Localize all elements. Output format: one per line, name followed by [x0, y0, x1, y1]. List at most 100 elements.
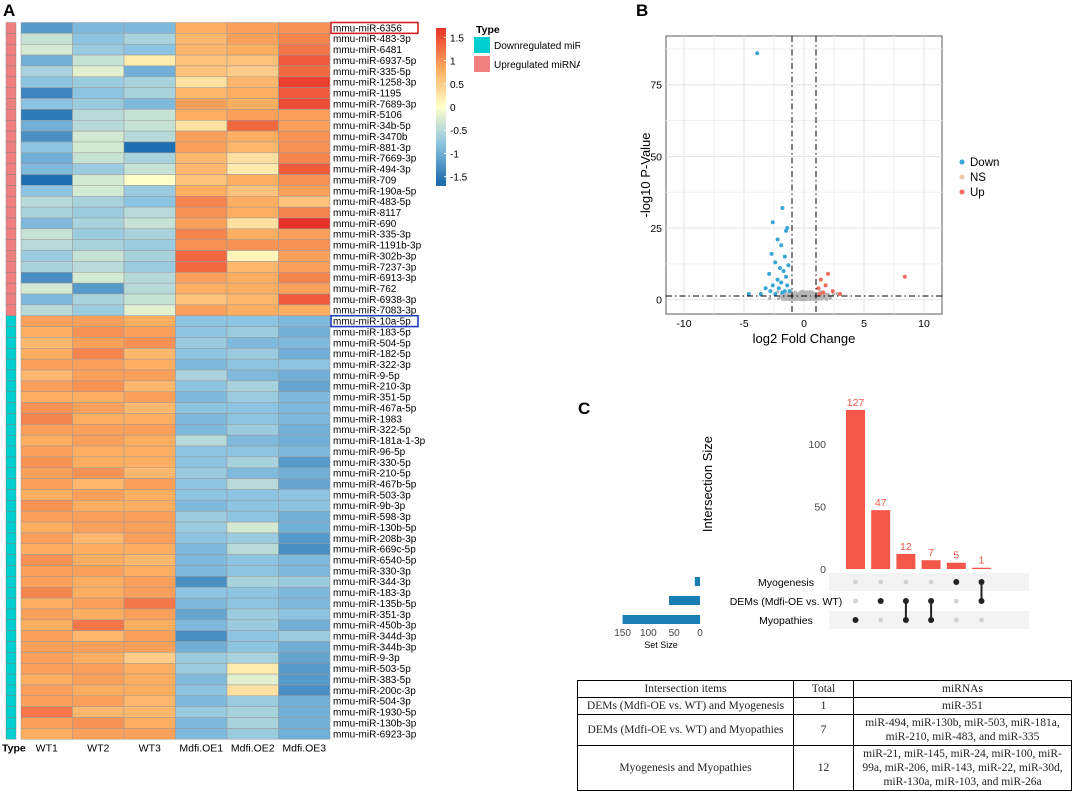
mirnas-cell: miR-351: [853, 697, 1072, 715]
ns-point: [797, 291, 801, 295]
heat-cell: [72, 163, 125, 175]
heat-cell: [226, 109, 279, 121]
heat-cell: [226, 652, 279, 664]
row-label: mmu-miR-7083-3p: [333, 306, 417, 317]
heat-cell: [226, 380, 279, 392]
row-label: mmu-miR-96-5p: [333, 447, 406, 458]
heat-cell: [278, 141, 331, 154]
set-size-tick: 0: [697, 628, 703, 639]
heat-cell: [20, 348, 73, 360]
ns-point: [835, 291, 839, 296]
heat-cell: [123, 467, 176, 479]
heat-cell: [278, 706, 331, 718]
heat-cell: [278, 380, 331, 392]
heat-cell: [175, 489, 228, 501]
intersection-bar: [896, 553, 916, 569]
matrix-dot-active: [902, 617, 909, 623]
heat-cell: [175, 717, 228, 729]
heat-cell: [226, 65, 279, 78]
heat-cell: [72, 326, 125, 338]
down-point: [786, 263, 791, 268]
ns-point: [780, 297, 785, 301]
heat-cell: [278, 337, 331, 349]
heat-cell: [226, 228, 279, 240]
heat-cell: [123, 586, 176, 599]
heatmap-cells: [20, 22, 331, 740]
heat-cell: [278, 630, 331, 642]
heat-cell: [278, 510, 331, 523]
heat-cell: [123, 109, 176, 121]
type-cell: [5, 163, 17, 175]
heat-cell: [278, 54, 331, 67]
heat-cell: [278, 467, 331, 479]
heat-cell: [72, 652, 125, 664]
heat-cell: [226, 619, 279, 631]
heat-cell: [175, 152, 228, 164]
x-tick-label: 10: [918, 318, 930, 330]
heat-cell: [226, 402, 279, 414]
heat-cell: [20, 543, 73, 555]
heat-cell: [123, 413, 176, 425]
up-point: [817, 291, 822, 296]
heat-cell: [226, 76, 279, 88]
heat-cell: [123, 174, 176, 186]
matrix-dot-active: [978, 579, 985, 585]
type-cell: [5, 22, 17, 34]
heat-cell: [278, 543, 331, 555]
type-cell: [5, 304, 17, 316]
heat-cell: [20, 456, 73, 469]
heat-cell: [175, 445, 228, 458]
heat-cell: [175, 261, 228, 273]
heat-cell: [226, 282, 279, 295]
heat-cell: [72, 565, 125, 577]
heat-cell: [72, 358, 125, 371]
legend-dot: [959, 159, 965, 165]
ns-point: [783, 297, 787, 301]
volcano-plot: B -10 -5 0 5 10 0 25 50 75 log2 Fold Change -log10 …: [636, 1, 999, 346]
up-point: [830, 289, 835, 294]
type-cell: [5, 663, 17, 675]
up-point: [823, 283, 828, 288]
type-cell: [5, 130, 17, 143]
type-cell: [5, 608, 17, 621]
row-label: mmu-miR-6540-5p: [333, 556, 417, 567]
heat-cell: [226, 315, 279, 327]
heat-cell: [123, 652, 176, 664]
heat-cell: [278, 293, 331, 306]
heat-cell: [123, 119, 176, 132]
heat-cell: [278, 532, 331, 545]
heat-cell: [72, 261, 125, 273]
heat-cell: [123, 43, 176, 56]
down-point: [758, 291, 763, 296]
heat-cell: [226, 391, 279, 403]
heat-cell: [72, 152, 125, 164]
heat-cell: [20, 185, 73, 197]
legend-label: NS: [970, 172, 986, 184]
heat-cell: [175, 662, 228, 675]
row-highlight-boxes: [330, 21, 419, 328]
type-cell: [5, 424, 17, 436]
heat-cell: [20, 152, 73, 164]
heat-cell: [175, 206, 228, 219]
heat-cell: [123, 152, 176, 164]
heatmap-row-labels: mmu-miR-6356mmu-miR-483-3pmmu-miR-6481mm…: [333, 23, 426, 740]
type-cell: [5, 109, 17, 121]
heat-cell: [123, 196, 176, 208]
legend-dot: [959, 189, 965, 195]
row-label: mmu-miR-6356: [333, 23, 402, 34]
down-point: [780, 205, 785, 210]
heat-cell: [226, 717, 279, 729]
type-cell: [5, 315, 17, 327]
heat-cell: [72, 662, 125, 675]
row-label: mmu-miR-1195: [333, 89, 402, 100]
row-label: mmu-miR-7689-3p: [333, 99, 417, 110]
heat-cell: [278, 130, 331, 143]
type-cell: [5, 152, 17, 164]
heat-cell: [72, 206, 125, 219]
down-point: [782, 254, 787, 259]
heat-cell: [72, 728, 125, 740]
y-tick-label: 75: [650, 80, 662, 92]
heat-cell: [20, 586, 73, 599]
heat-cell: [278, 217, 331, 230]
down-point: [781, 269, 786, 274]
